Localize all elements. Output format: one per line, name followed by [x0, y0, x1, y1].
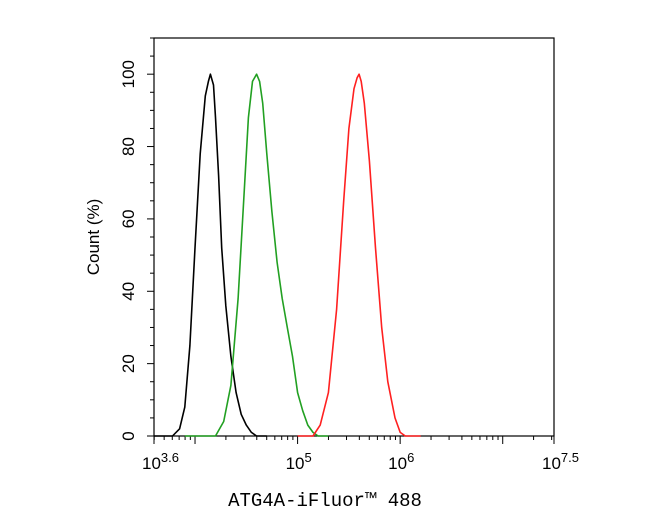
series-group — [154, 73, 421, 437]
series-line-1 — [154, 73, 267, 437]
y-tick-label: 80 — [119, 137, 138, 156]
y-axis: 0 20 40 60 80 100 — [119, 37, 154, 441]
x-tick-label: 107.5 — [542, 450, 579, 473]
x-tick-label: 106 — [388, 450, 414, 473]
y-tick-label: 100 — [119, 60, 138, 88]
x-axis: 103.6 105 106 107.5 — [142, 436, 579, 473]
x-axis-title: ATG4A-iFluor™ 488 — [228, 490, 422, 512]
x-tick-label: 103.6 — [142, 450, 179, 473]
y-tick-label: 40 — [119, 282, 138, 301]
series-line-3 — [297, 73, 421, 437]
y-tick-label: 60 — [119, 209, 138, 228]
series-line-2 — [184, 73, 329, 437]
y-tick-label: 0 — [119, 431, 138, 440]
x-tick-label: 105 — [286, 450, 312, 473]
y-axis-title: Count (%) — [84, 199, 103, 276]
y-tick-label: 20 — [119, 354, 138, 373]
